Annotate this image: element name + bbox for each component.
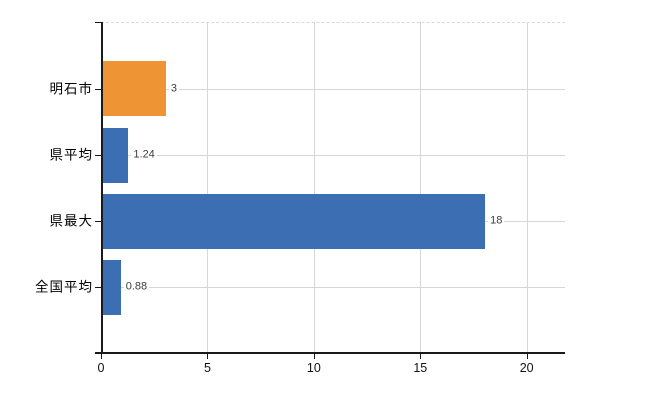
bar [102, 61, 166, 116]
bar [102, 127, 129, 183]
x-tick-label: 10 [306, 361, 321, 375]
category-label: 県最大 [49, 213, 93, 229]
x-tick [420, 353, 422, 359]
gridline-horizontal [101, 155, 565, 156]
plot-top-border [101, 22, 565, 23]
y-tick [95, 221, 101, 222]
gridline-vertical [526, 22, 528, 352]
x-axis-line [95, 352, 565, 354]
value-label: 18 [488, 214, 505, 228]
category-label: 明石市 [49, 80, 93, 96]
bar [102, 193, 486, 249]
value-label: 3 [168, 82, 179, 95]
gridline-vertical [207, 22, 209, 352]
y-tick [95, 155, 101, 156]
y-axis-top-tick [95, 22, 101, 23]
gridline-horizontal [101, 287, 565, 288]
category-label: 全国平均 [35, 279, 93, 295]
category-label: 県平均 [49, 147, 93, 163]
bar [102, 259, 121, 315]
x-tick [313, 353, 315, 359]
x-tick-label: 0 [97, 361, 105, 375]
y-axis-line [101, 22, 103, 352]
gridline-vertical [313, 22, 315, 352]
x-tick-label: 15 [413, 361, 428, 375]
value-label: 1.24 [131, 148, 157, 162]
y-tick [95, 88, 101, 90]
x-tick-label: 5 [203, 361, 211, 375]
x-tick [101, 353, 102, 359]
x-tick [526, 353, 528, 359]
gridline-vertical [420, 22, 422, 352]
gridline-horizontal [101, 88, 565, 90]
value-label: 0.88 [123, 280, 150, 294]
y-tick [95, 287, 101, 288]
x-tick [207, 353, 209, 359]
x-tick-label: 20 [519, 361, 534, 375]
